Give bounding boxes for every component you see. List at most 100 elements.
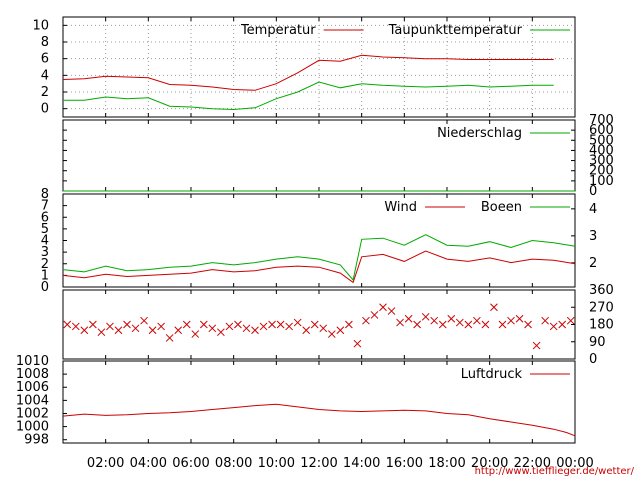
y-tick-label: 4 (41, 68, 49, 83)
wind-direction-point (123, 320, 131, 329)
wind-direction-point (293, 318, 302, 327)
y2-tick-label: 270 (589, 300, 614, 315)
wind-direction-point (515, 314, 524, 323)
x-tick-label: 10:00 (258, 456, 295, 471)
x-tick-label: 06:00 (172, 456, 209, 471)
wind-direction-point (63, 320, 72, 329)
source-url[interactable]: http://www.tiefflieger.de/wetter/ (475, 466, 635, 477)
wind-direction-point (566, 316, 575, 325)
wind-direction-point (157, 322, 165, 331)
wind-direction-point (524, 320, 532, 329)
legend-label: Luftdruck (461, 367, 523, 382)
y-tick-label: 0 (41, 102, 49, 117)
wind-direction-point (310, 320, 319, 329)
y-tick-label: 1002 (16, 406, 49, 421)
y-tick-label: 1004 (16, 393, 49, 408)
x-tick-label: 22:00 (514, 456, 551, 471)
wind-direction-point (490, 303, 498, 312)
y2-tick-label: 360 (589, 283, 614, 298)
legend-label: Temperatur (240, 23, 316, 38)
y-tick-label: 0 (589, 184, 597, 199)
wind-direction-point (473, 316, 481, 325)
y-tick-label: 300 (589, 154, 614, 169)
wind-direction-point (89, 320, 97, 329)
wind-direction-point (362, 316, 370, 325)
wind-direction-point (285, 322, 293, 331)
wind-direction-point (379, 303, 387, 312)
wind-direction-point (438, 320, 447, 329)
y-tick-label: 1006 (16, 380, 49, 395)
y-tick-label: 1010 (16, 354, 49, 369)
y-tick-label: 6 (41, 52, 49, 67)
y-tick-label: 998 (24, 433, 49, 448)
wind-direction-point (327, 330, 336, 338)
y-tick-label: 8 (41, 187, 49, 202)
wind-direction-point (97, 328, 106, 337)
wind-direction-point (225, 322, 234, 331)
y-tick-label: 1 (41, 268, 49, 283)
x-tick-label: 00:00 (556, 456, 593, 471)
wind-direction-point (251, 326, 259, 335)
wind-direction-point (174, 326, 183, 335)
y2-tick-label: 4 (589, 202, 597, 217)
y-tick-label: 3 (41, 245, 49, 260)
y-tick-label: 2 (41, 257, 49, 272)
wind-direction-point (370, 311, 379, 319)
y-tick-label: 0 (41, 280, 49, 295)
wind-direction-point (541, 316, 549, 325)
wind-direction-point (481, 320, 490, 329)
x-tick-label: 14:00 (343, 456, 380, 471)
wind-direction-point (464, 320, 473, 329)
wind-direction-point (455, 318, 464, 327)
x-tick-label: 02:00 (87, 456, 124, 471)
series-line (62, 234, 576, 282)
wind-direction-point (217, 328, 225, 337)
wind-direction-point (421, 312, 430, 321)
x-tick-label: 18:00 (428, 456, 465, 471)
wind-direction-point (140, 316, 148, 325)
y-tick-label: 600 (589, 123, 614, 138)
y-tick-label: 1008 (16, 367, 49, 382)
temperature-panel: 0 2 46 8 10 Taupunkttemperatur Temperatur (32, 16, 576, 118)
wind-direction-point (114, 326, 123, 335)
y2-tick-label: 0 (589, 352, 597, 367)
wind-direction-point (404, 314, 413, 323)
wind-direction-point (191, 330, 200, 338)
y-tick-label: 6 (41, 210, 49, 225)
wind-direction-point (430, 316, 439, 325)
legend-label: Wind (384, 200, 417, 215)
legend-label: Taupunkttemperatur (388, 23, 523, 38)
wind-direction-point (199, 320, 208, 329)
y-tick-label: 700 (589, 113, 614, 128)
y-tick-label: 400 (589, 143, 614, 158)
wind-direction-point (80, 326, 89, 335)
x-tick-label: 16:00 (386, 456, 423, 471)
wind-direction-point (396, 318, 404, 327)
wind-direction-point (259, 322, 268, 331)
y-tick-label: 100 (589, 174, 614, 189)
wind-direction-point (498, 320, 507, 329)
y-tick-label: 7 (41, 199, 49, 214)
x-axis-labels: 02:00 04:00 06:00 08:00 10:00 12:00 14:00 16:00… (87, 456, 594, 471)
wind-direction-point (208, 324, 217, 333)
y-tick-label: 500 (589, 133, 614, 148)
series-line (63, 81, 554, 111)
wind-direction-point (71, 322, 80, 331)
wind-direction-point (106, 322, 114, 331)
y-tick-label: 8 (41, 35, 49, 50)
y-tick-label: 5 (41, 222, 49, 237)
wind-direction-point (276, 320, 285, 329)
wind-direction-point (532, 341, 541, 350)
legend-label: Boeen (481, 200, 522, 215)
wind-direction-point (507, 316, 515, 325)
wind-direction-panel: 0 90 180 270 360 (62, 283, 614, 367)
wind-direction-point (148, 326, 157, 335)
wind-direction-point (268, 320, 276, 329)
wind-direction-point (319, 324, 328, 333)
x-tick-label: 20:00 (471, 456, 508, 471)
